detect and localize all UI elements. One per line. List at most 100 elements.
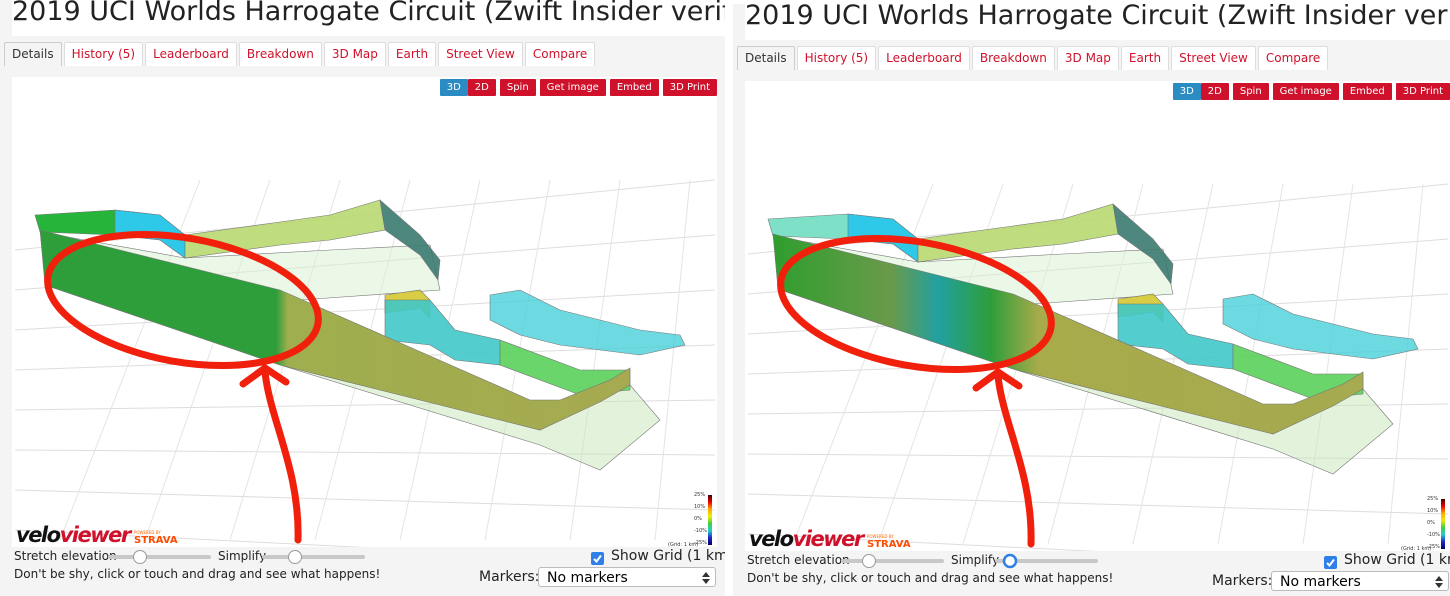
markers-select[interactable]: No markers <box>1271 571 1449 591</box>
annotation-ellipse <box>777 234 1055 374</box>
tab[interactable]: Earth <box>1120 46 1170 70</box>
page-title: 2019 UCI Worlds Harrogate Circuit (Zwift… <box>745 4 1450 40</box>
grid-line <box>569 179 621 541</box>
tab[interactable]: History (5) <box>63 42 144 66</box>
slider-thumb[interactable] <box>862 554 876 568</box>
view-button[interactable]: Spin <box>499 79 536 96</box>
checkmark <box>593 554 602 564</box>
track-wall <box>379 199 441 281</box>
tab-bar: Details History (5) Leaderboard Breakdown 3D… <box>4 42 596 66</box>
view-button[interactable]: Embed <box>609 79 659 96</box>
strava: STRAVA <box>134 535 178 546</box>
arrows <box>702 572 710 584</box>
markers-select[interactable]: No markers <box>538 567 716 587</box>
map-3d[interactable] <box>745 81 1450 551</box>
tab[interactable]: Leaderboard <box>145 42 237 66</box>
label: Simplify <box>218 549 267 563</box>
logo-part: velo <box>749 527 794 551</box>
legend-label: -25% <box>694 540 707 546</box>
tab[interactable]: Street View <box>1171 46 1256 70</box>
grid-line <box>14 289 716 331</box>
view-buttons: 3D 2D Spin Get image Embed 3D Print <box>1172 83 1450 100</box>
grid-line <box>14 489 716 511</box>
legend-label: 0% <box>1427 520 1435 526</box>
grid-line <box>14 529 366 547</box>
scene <box>747 183 1449 551</box>
legend-label: 0% <box>694 516 702 522</box>
view-button[interactable]: Embed <box>1342 83 1392 100</box>
legend-label: 25% <box>1427 496 1439 502</box>
label: Stretch elevation <box>747 553 850 567</box>
tab[interactable]: History (5) <box>796 46 877 70</box>
tab[interactable]: Street View <box>438 42 523 66</box>
tab[interactable]: Details <box>4 42 62 66</box>
slider-track <box>108 555 211 559</box>
tab[interactable]: 3D Map <box>1056 46 1119 70</box>
slider-thumb[interactable] <box>1002 553 1018 569</box>
tab[interactable]: Earth <box>387 42 437 66</box>
label: Show Grid (1 km) <box>1344 552 1450 568</box>
label: Markers: <box>1212 573 1273 589</box>
select-arrows <box>702 572 710 584</box>
label: Show Grid (1 km) <box>611 548 725 564</box>
label: Stretch elevation <box>14 549 117 563</box>
map-view <box>12 77 717 547</box>
slider[interactable] <box>995 553 1099 569</box>
legend-bar <box>708 495 712 545</box>
tab[interactable]: Breakdown <box>238 42 322 66</box>
tab[interactable]: Compare <box>1257 46 1329 70</box>
view-button[interactable]: 3D Print <box>1395 83 1450 100</box>
legend-label: -25% <box>1427 544 1440 550</box>
tab[interactable]: Compare <box>524 42 596 66</box>
grid-line <box>747 293 1449 335</box>
slider-track <box>262 555 365 559</box>
track-wall <box>1232 343 1364 400</box>
view-button[interactable]: 2D <box>1200 83 1229 100</box>
map-view <box>745 81 1450 551</box>
view-button[interactable]: Spin <box>1232 83 1269 100</box>
panel: 2019 UCI Worlds Harrogate Circuit (Zwift… <box>0 0 725 596</box>
view-button[interactable]: 3D <box>439 79 468 96</box>
track-wall <box>489 289 686 356</box>
logo-part: viewer <box>59 523 132 547</box>
slider[interactable] <box>841 553 945 569</box>
slider-thumb[interactable] <box>133 550 147 564</box>
annotation-arrow <box>972 368 1035 548</box>
legend-label: 10% <box>1427 508 1439 514</box>
label: Markers: <box>479 569 540 585</box>
select-value: No markers <box>1280 574 1361 590</box>
tab[interactable]: Details <box>737 46 795 70</box>
logo: veloviewer <box>749 527 864 551</box>
tab[interactable]: 3D Map <box>323 42 386 66</box>
checkbox[interactable] <box>591 552 604 565</box>
powered-by: POWERED BY <box>867 534 894 539</box>
slider-track <box>995 559 1098 563</box>
slider-track <box>841 559 944 563</box>
select-value: No markers <box>547 570 628 586</box>
tab[interactable]: Leaderboard <box>878 46 970 70</box>
slider-thumb[interactable] <box>288 550 302 564</box>
legend-label: 10% <box>694 504 706 510</box>
hint: Don't be shy, click or touch and drag an… <box>747 571 1114 585</box>
annotation-ellipse <box>44 230 322 370</box>
checkbox[interactable] <box>1324 556 1337 569</box>
powered-by: POWERED BY <box>134 530 161 535</box>
view-button[interactable]: 2D <box>467 79 496 96</box>
slider[interactable] <box>108 549 212 565</box>
view-button[interactable]: 3D <box>1172 83 1201 100</box>
grid-line <box>1132 183 1214 545</box>
view-button[interactable]: Get image <box>539 79 606 96</box>
grid-note: (Grid: 1 km) <box>668 542 699 548</box>
view-button[interactable]: 3D Print <box>662 79 717 96</box>
grid-line <box>654 179 691 541</box>
map-3d[interactable] <box>12 77 717 547</box>
slider[interactable] <box>262 549 366 565</box>
scene <box>14 179 716 547</box>
checkmark <box>1326 558 1335 568</box>
view-button[interactable]: Get image <box>1272 83 1339 100</box>
page-title: 2019 UCI Worlds Harrogate Circuit (Zwift… <box>12 0 725 36</box>
annotation-arrow <box>239 364 302 544</box>
tab[interactable]: Breakdown <box>971 46 1055 70</box>
hint: Don't be shy, click or touch and drag an… <box>14 567 381 581</box>
